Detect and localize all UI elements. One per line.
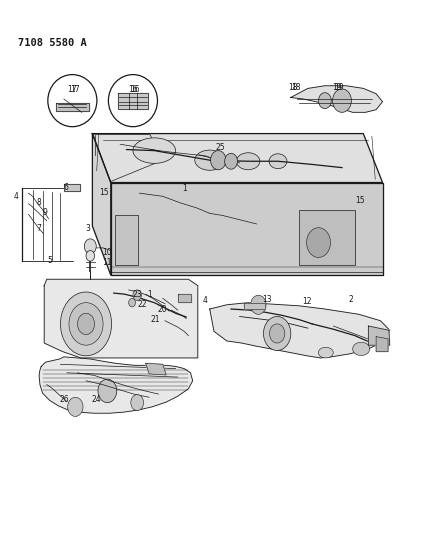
Text: 17: 17 xyxy=(71,85,80,94)
Text: 24: 24 xyxy=(92,395,101,404)
Text: 17: 17 xyxy=(68,85,77,94)
Polygon shape xyxy=(376,337,388,352)
Ellipse shape xyxy=(195,150,225,170)
Circle shape xyxy=(68,397,83,416)
Circle shape xyxy=(318,93,331,109)
Polygon shape xyxy=(92,134,111,275)
Circle shape xyxy=(270,324,285,343)
Text: 1: 1 xyxy=(183,184,187,193)
Text: 2: 2 xyxy=(349,295,354,304)
Text: 10: 10 xyxy=(103,248,112,257)
Text: 11: 11 xyxy=(103,259,112,267)
Polygon shape xyxy=(111,182,383,275)
Text: 6: 6 xyxy=(63,183,68,192)
Text: 19: 19 xyxy=(332,83,342,92)
Circle shape xyxy=(86,251,95,261)
Circle shape xyxy=(129,298,136,307)
Polygon shape xyxy=(92,134,383,182)
Polygon shape xyxy=(118,93,148,109)
Text: 19: 19 xyxy=(334,83,343,92)
Text: 9: 9 xyxy=(43,208,48,217)
Text: 22: 22 xyxy=(137,300,147,309)
Text: 8: 8 xyxy=(37,198,42,207)
Circle shape xyxy=(131,394,144,410)
Circle shape xyxy=(333,89,351,112)
Text: 13: 13 xyxy=(262,295,272,304)
Ellipse shape xyxy=(48,75,97,127)
Polygon shape xyxy=(244,303,265,309)
Polygon shape xyxy=(146,364,166,375)
Text: 15: 15 xyxy=(99,188,109,197)
Text: 18: 18 xyxy=(291,83,300,92)
Circle shape xyxy=(133,290,142,301)
Polygon shape xyxy=(39,357,193,413)
Polygon shape xyxy=(178,294,190,302)
Text: 20: 20 xyxy=(157,304,167,313)
Circle shape xyxy=(84,239,96,254)
Polygon shape xyxy=(291,86,383,112)
Text: 23: 23 xyxy=(132,289,142,298)
Polygon shape xyxy=(64,184,80,191)
Bar xyxy=(299,209,355,265)
Text: 5: 5 xyxy=(48,256,52,264)
Text: 7: 7 xyxy=(37,224,42,233)
Text: 7108 5580 A: 7108 5580 A xyxy=(18,38,86,48)
Text: 21: 21 xyxy=(150,315,160,324)
Bar xyxy=(115,215,139,265)
Circle shape xyxy=(77,313,95,335)
Polygon shape xyxy=(44,279,198,358)
Text: 25: 25 xyxy=(216,143,225,152)
Text: 3: 3 xyxy=(85,224,90,233)
Circle shape xyxy=(98,379,117,402)
Polygon shape xyxy=(210,303,390,358)
Polygon shape xyxy=(56,103,89,111)
Circle shape xyxy=(60,292,112,356)
Ellipse shape xyxy=(108,75,158,127)
Text: 15: 15 xyxy=(355,196,365,205)
Circle shape xyxy=(264,317,291,351)
Ellipse shape xyxy=(353,342,370,356)
Circle shape xyxy=(225,154,238,169)
Text: 4: 4 xyxy=(14,192,19,201)
Text: 16: 16 xyxy=(128,85,138,94)
Circle shape xyxy=(306,228,330,257)
Ellipse shape xyxy=(269,154,287,168)
Ellipse shape xyxy=(133,138,175,164)
Text: 12: 12 xyxy=(302,297,312,306)
Ellipse shape xyxy=(236,153,260,169)
Ellipse shape xyxy=(318,348,333,358)
Text: 4: 4 xyxy=(203,296,208,305)
Text: 16: 16 xyxy=(130,85,140,94)
Polygon shape xyxy=(369,326,390,345)
Text: 18: 18 xyxy=(288,83,297,92)
Circle shape xyxy=(251,295,266,314)
Text: 1: 1 xyxy=(147,289,152,298)
Circle shape xyxy=(69,303,103,345)
Circle shape xyxy=(211,151,226,169)
Text: 26: 26 xyxy=(60,395,69,404)
